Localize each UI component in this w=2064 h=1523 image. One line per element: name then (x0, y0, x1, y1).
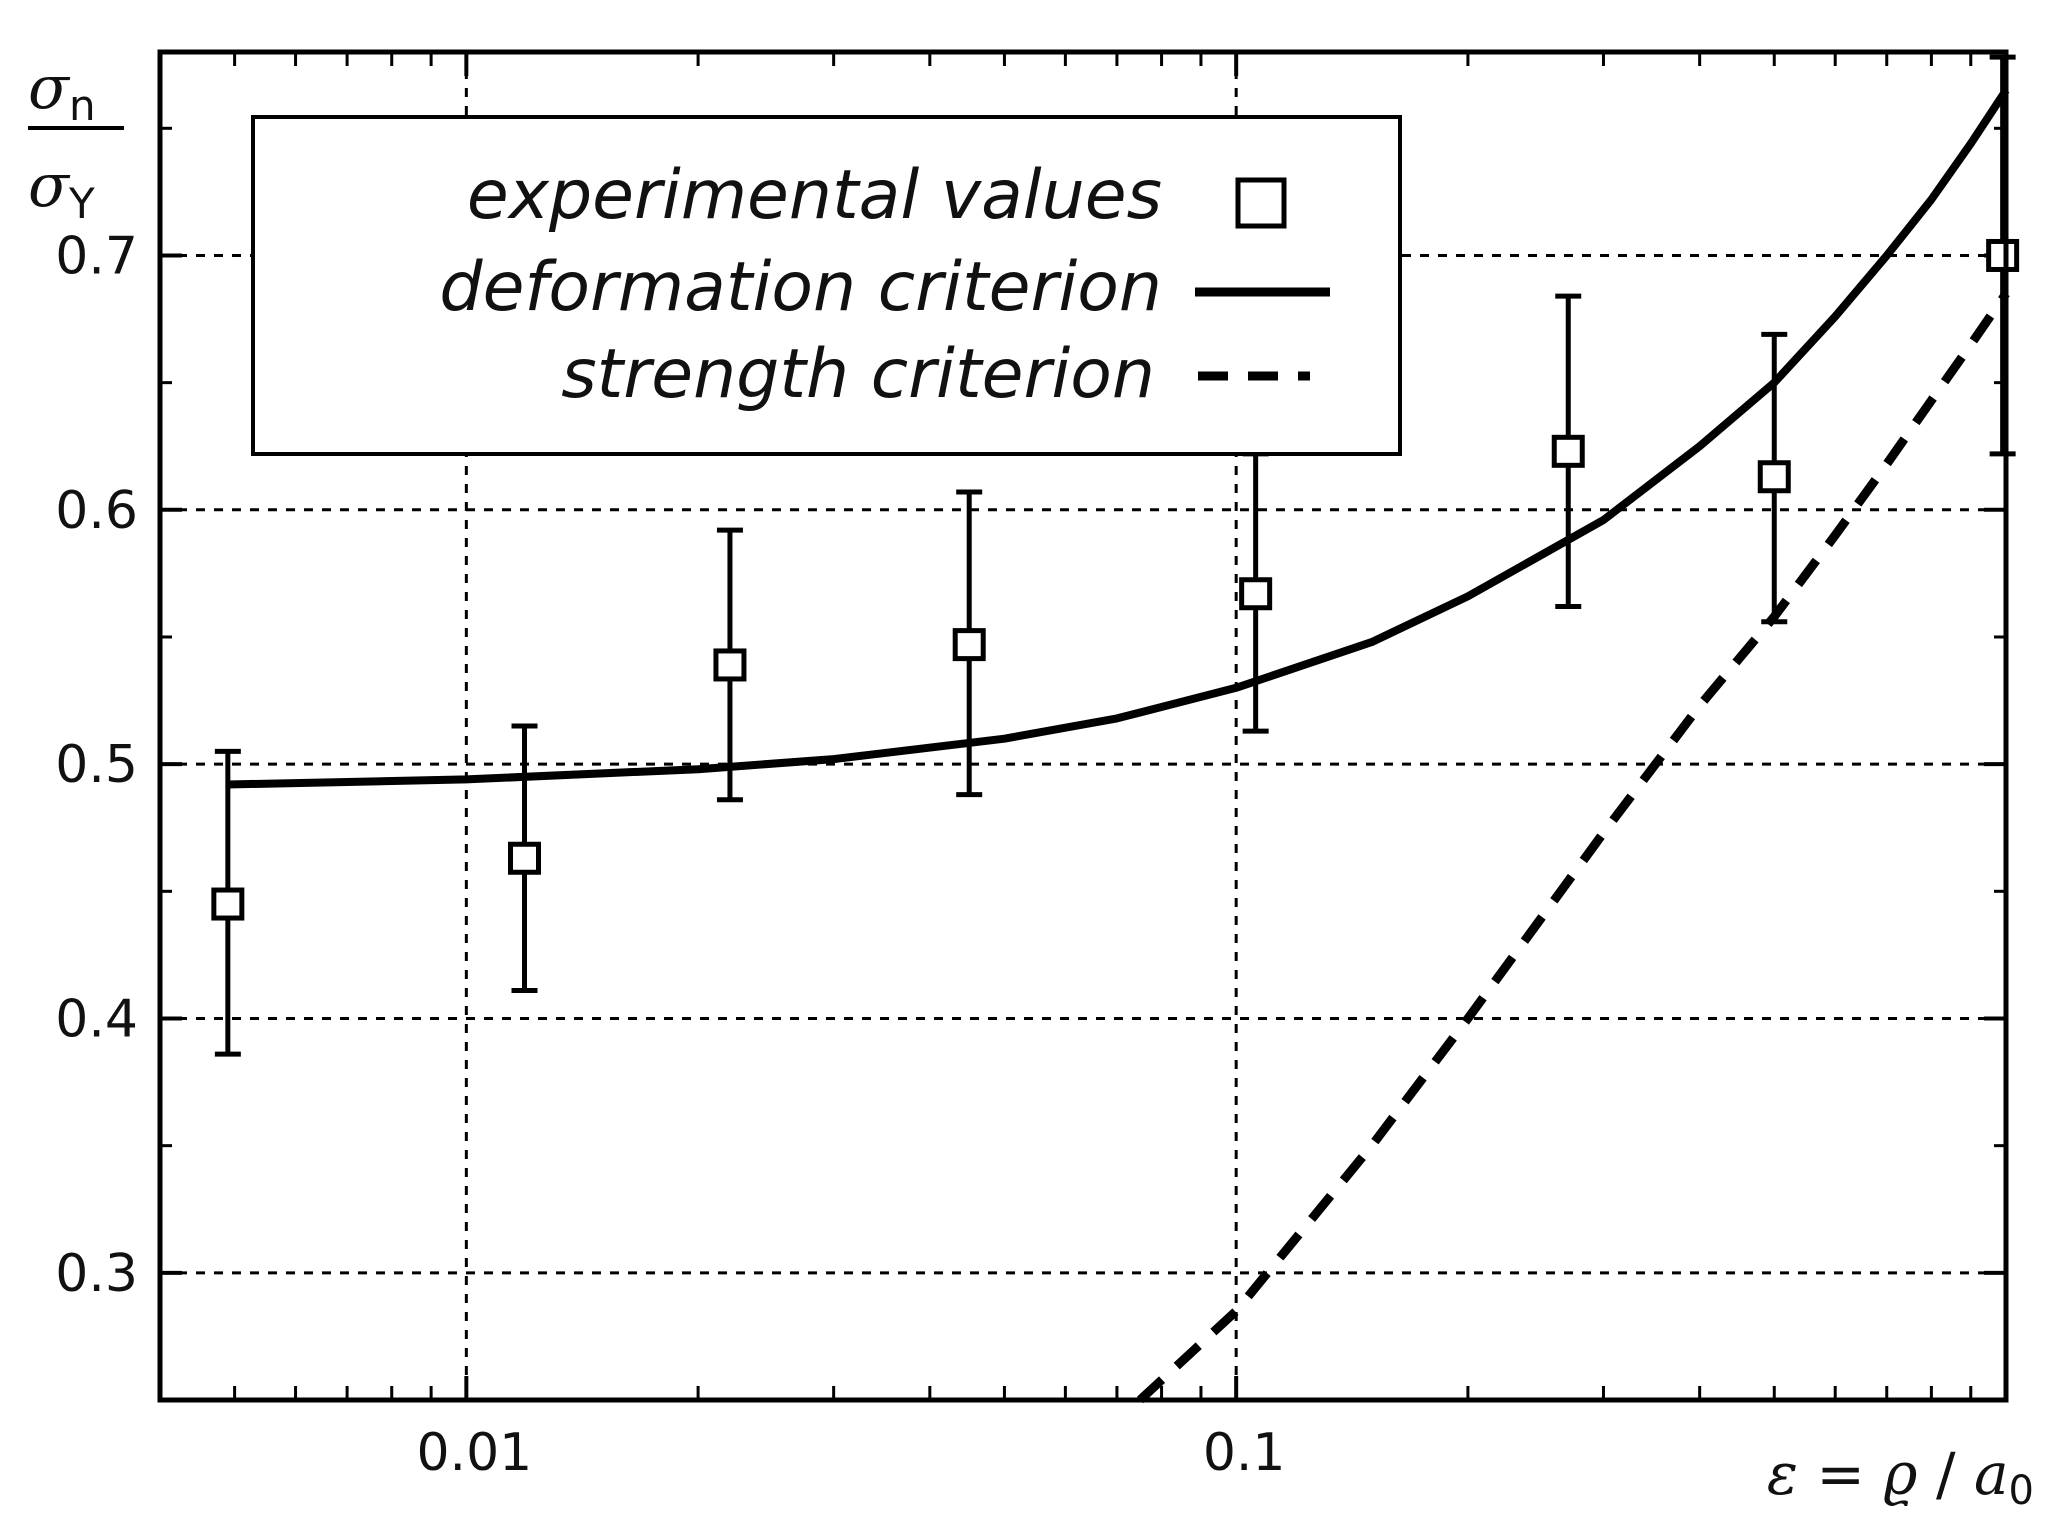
strength-criterion-line (1136, 291, 2010, 1404)
legend: experimental values deformation criterio… (251, 115, 1402, 456)
tick-labels: 0.3 0.4 0.5 0.6 0.7 0.01 0.1 (55, 226, 1285, 1483)
x-tick-label: 0.01 (416, 1423, 532, 1483)
y-label-denominator: σY (28, 151, 95, 228)
legend-label-experimental: experimental values (467, 156, 1162, 235)
experimental-point (1551, 434, 1585, 468)
experimental-point (952, 628, 986, 662)
y-tick-label: 0.4 (55, 989, 138, 1049)
x-tick-label: 0.1 (1203, 1423, 1286, 1483)
x-axis-label: ε = ϱ / a0 (1767, 1440, 2034, 1514)
y-tick-label: 0.6 (55, 481, 138, 541)
series-layer (211, 54, 2020, 1404)
legend-label-strength: strength criterion (561, 335, 1155, 414)
y-tick-label: 0.7 (55, 226, 138, 286)
y-tick-label: 0.5 (55, 735, 138, 795)
experimental-point (508, 841, 542, 875)
y-tick-label: 0.3 (55, 1244, 138, 1304)
legend-box (251, 115, 1402, 456)
experimental-point (1986, 238, 2020, 272)
deformation-criterion-line (227, 87, 2010, 789)
y-axis-label: σn σY (28, 53, 124, 228)
legend-marker-square (1235, 177, 1287, 229)
experimental-point (211, 887, 245, 921)
experimental-point (1757, 460, 1791, 494)
experimental-point (713, 648, 747, 682)
y-label-numerator: σn (28, 53, 96, 130)
legend-label-deformation: deformation criterion (439, 248, 1162, 327)
plot-frame (157, 49, 2009, 1403)
experimental-point (1239, 577, 1273, 611)
